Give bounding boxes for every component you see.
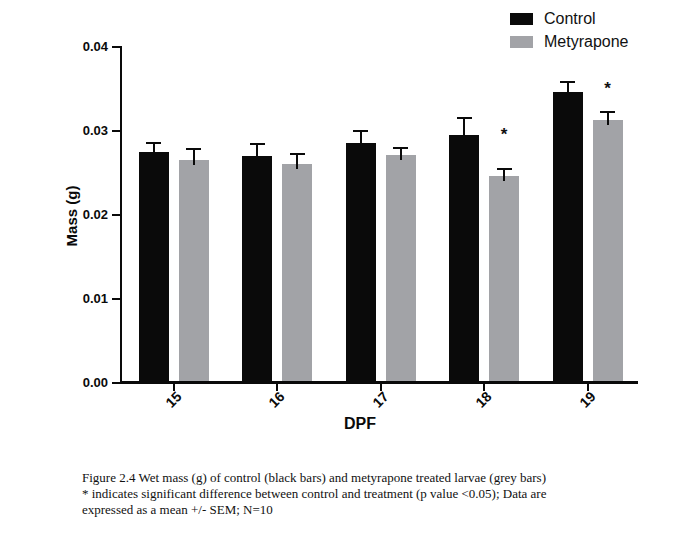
significance-asterisk-19: *: [599, 82, 617, 96]
error-bar-stem: [153, 143, 155, 157]
error-bar-stem: [503, 169, 505, 181]
error-bar-cap: [497, 168, 512, 170]
legend-swatch-metyrapone: [510, 36, 533, 48]
x-tick-label: 16: [244, 389, 287, 432]
y-tick-label: 0.01: [30, 291, 108, 307]
caption-line-1: Figure 2.4 Wet mass (g) of control (blac…: [82, 470, 627, 486]
caption-line-2: * indicates significant difference betwe…: [82, 486, 627, 502]
x-tick: [587, 384, 589, 391]
x-tick: [483, 384, 485, 391]
error-bar-cap: [186, 148, 201, 150]
error-bar-cap: [290, 153, 305, 155]
error-bar-stem: [607, 112, 609, 125]
y-tick: [112, 46, 120, 48]
error-bar-stem: [400, 148, 402, 160]
figure-caption: Figure 2.4 Wet mass (g) of control (blac…: [82, 470, 627, 518]
error-bar-stem: [256, 144, 258, 161]
x-tick: [173, 384, 175, 391]
x-axis-title: DPF: [310, 415, 410, 433]
x-tick-label: 18: [451, 389, 494, 432]
y-tick: [112, 130, 120, 132]
x-tick: [276, 384, 278, 391]
y-tick-label: 0.02: [30, 207, 108, 223]
y-tick: [112, 214, 120, 216]
chart-legend: Control Metyrapone: [510, 10, 629, 50]
legend-item-control: Control: [510, 10, 629, 27]
y-tick: [112, 382, 120, 384]
x-tick: [380, 384, 382, 391]
error-bar-stem: [193, 149, 195, 165]
error-bar-stem: [296, 154, 298, 169]
significance-asterisk-18: *: [495, 128, 513, 142]
bar-metyrapone-15: [179, 160, 209, 384]
error-bar-cap: [393, 147, 408, 149]
y-tick-label: 0.04: [30, 39, 108, 55]
legend-swatch-control: [510, 13, 533, 25]
error-bar-stem: [463, 118, 465, 140]
y-tick: [112, 298, 120, 300]
error-bar-cap: [146, 142, 161, 144]
caption-line-3: expressed as a mean +/- SEM; N=10: [82, 502, 627, 518]
error-bar-cap: [560, 81, 575, 83]
error-bar-cap: [250, 143, 265, 145]
error-bar-cap: [457, 117, 472, 119]
error-bar-cap: [353, 130, 368, 132]
y-tick-label: 0.00: [30, 375, 108, 391]
legend-label-metyrapone: Metyrapone: [544, 33, 629, 50]
bar-control-18: [449, 135, 479, 384]
bar-metyrapone-19: [593, 120, 623, 384]
bar-metyrapone-17: [386, 155, 416, 384]
bar-control-17: [346, 143, 376, 384]
legend-item-metyrapone: Metyrapone: [510, 33, 629, 50]
x-tick-label: 19: [555, 389, 598, 432]
error-bar-stem: [567, 82, 569, 96]
bar-control-19: [553, 92, 583, 384]
x-tick-label: 15: [141, 389, 184, 432]
bar-metyrapone-18: [489, 176, 519, 384]
error-bar-stem: [360, 131, 362, 148]
error-bar-cap: [600, 111, 615, 113]
bar-control-15: [139, 152, 169, 384]
legend-label-control: Control: [544, 10, 596, 27]
bar-control-16: [242, 156, 272, 384]
y-axis-line: [120, 46, 122, 384]
y-tick-label: 0.03: [30, 123, 108, 139]
bar-metyrapone-16: [282, 164, 312, 384]
bar-chart: Control Metyrapone Mass (g) 0.000.010.02…: [0, 0, 700, 460]
